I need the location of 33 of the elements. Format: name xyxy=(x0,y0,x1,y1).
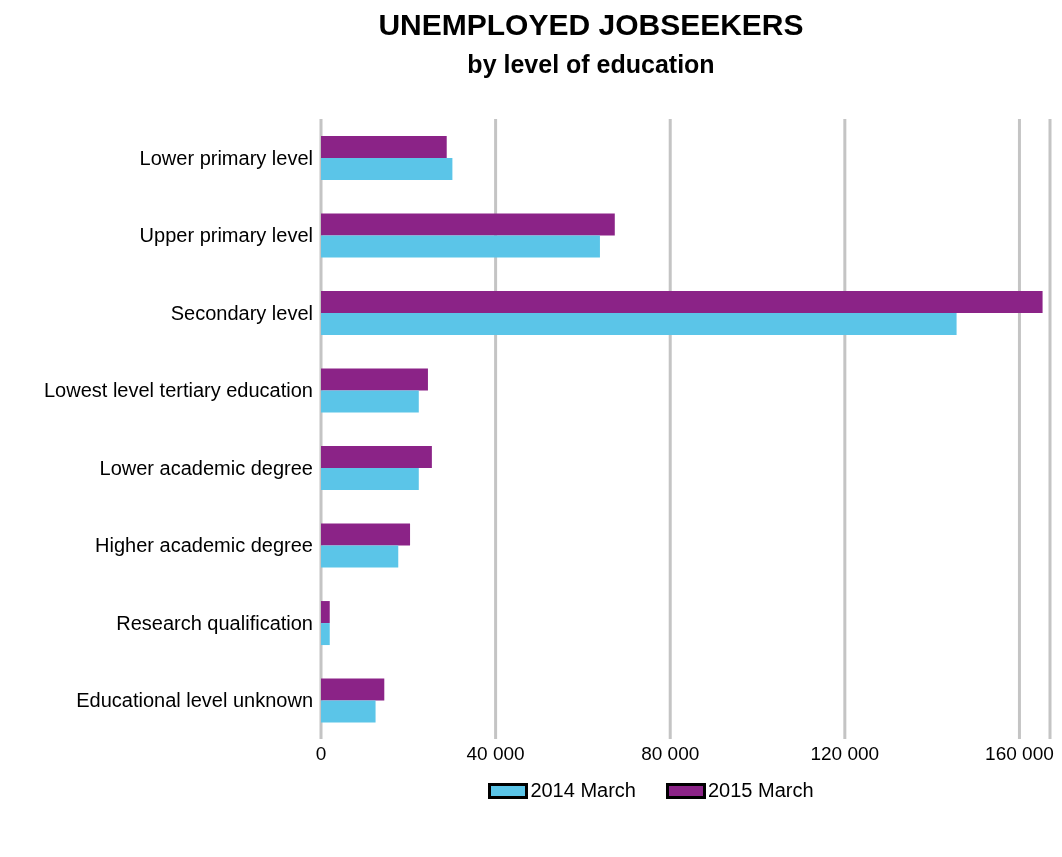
bar xyxy=(321,545,399,568)
bar xyxy=(321,235,600,258)
bar xyxy=(321,213,615,236)
y-tick-label: Lower academic degree xyxy=(99,456,313,479)
bar xyxy=(321,136,447,159)
bar xyxy=(321,601,330,624)
y-tick-label: Upper primary level xyxy=(139,224,313,247)
chart-title: UNEMPLOYED JOBSEEKERS xyxy=(377,8,805,42)
y-tick-label: Research qualification xyxy=(116,611,313,634)
bar xyxy=(321,158,453,181)
bar xyxy=(321,523,411,546)
y-tick-label: Lower primary level xyxy=(139,146,313,169)
bar xyxy=(321,468,419,491)
chart-subtitle: by level of education xyxy=(466,50,716,79)
y-tick-label: Higher academic degree xyxy=(95,534,313,557)
legend-label: 2015 March xyxy=(708,779,814,802)
y-tick-label: Secondary level xyxy=(170,301,313,324)
bar xyxy=(321,390,419,413)
x-tick-label: 120 000 xyxy=(810,743,880,765)
bar xyxy=(321,368,428,391)
y-tick-label: Lowest level tertiary education xyxy=(43,379,313,402)
bar xyxy=(321,623,330,646)
bar xyxy=(321,313,957,336)
legend-label: 2014 March xyxy=(530,779,636,802)
bar xyxy=(321,291,1043,314)
bar xyxy=(321,678,385,701)
bar xyxy=(321,700,376,723)
bar xyxy=(321,446,432,469)
y-tick-label: Educational level unknown xyxy=(76,689,313,712)
x-tick-label: 160 000 xyxy=(985,743,1054,765)
x-tick-label: 40 000 xyxy=(466,743,525,765)
x-tick-label: 80 000 xyxy=(641,743,700,765)
x-tick-label: 0 xyxy=(315,743,327,765)
